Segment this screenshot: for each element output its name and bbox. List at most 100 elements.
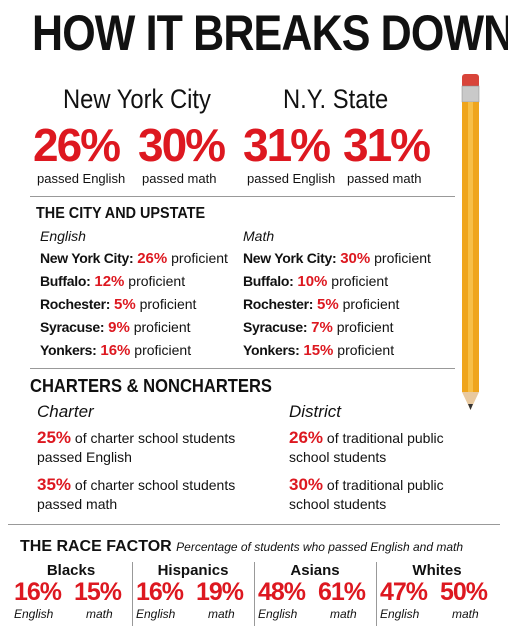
race-subtitle: Percentage of students who passed Englis…	[176, 540, 464, 554]
suffix: proficient	[374, 250, 431, 266]
caption: passed English	[247, 171, 336, 186]
row: Yonkers: 15% proficient	[243, 342, 394, 359]
percent: 16%	[136, 578, 184, 606]
percent: 15%	[303, 342, 334, 359]
percent: 30%	[340, 250, 371, 267]
group-name: Blacks	[46, 562, 96, 579]
place: Rochester:	[40, 296, 111, 312]
pencil-wood	[462, 392, 479, 410]
section-heading: CHARTERS & NONCHARTERS	[30, 376, 272, 396]
ferrule	[461, 85, 480, 103]
suffix: proficient	[331, 273, 389, 289]
percent: 16%	[14, 578, 62, 606]
caption: passed math	[142, 171, 217, 186]
place: Syracuse:	[243, 319, 308, 335]
place: Buffalo:	[40, 273, 91, 289]
subject: English	[40, 228, 86, 244]
pencil	[461, 74, 480, 410]
percent: 5%	[114, 296, 136, 313]
divider	[132, 562, 133, 626]
percent: 19%	[196, 578, 244, 606]
percent: 12%	[94, 273, 125, 290]
label: math	[330, 607, 357, 621]
item: 30% of traditional public school student…	[289, 475, 459, 514]
big-percent: 31%	[343, 119, 431, 171]
column-label: Charter	[37, 402, 94, 421]
label: math	[86, 607, 113, 621]
divider	[254, 562, 255, 626]
item-text: of traditional public school students	[289, 477, 444, 512]
label: math	[452, 607, 479, 621]
place: New York City:	[243, 250, 337, 266]
title: HOW IT BREAKS DOWN	[32, 5, 508, 61]
column-label: District	[289, 402, 341, 421]
group-name: Whites	[412, 562, 462, 579]
percent: 26%	[289, 428, 324, 447]
row: Rochester: 5% proficient	[243, 296, 399, 313]
suffix: proficient	[337, 342, 395, 358]
percent: 30%	[289, 475, 324, 494]
percent: 61%	[318, 578, 366, 606]
item-text: of charter school students passed math	[37, 477, 236, 512]
place: Yonkers:	[40, 342, 97, 358]
label: English	[258, 607, 298, 621]
percent: 7%	[311, 319, 333, 336]
group-name: N.Y. State	[283, 84, 389, 114]
place: Yonkers:	[243, 342, 300, 358]
item: 26% of traditional public school student…	[289, 428, 459, 467]
label: English	[136, 607, 176, 621]
pencil-stripe	[468, 102, 473, 392]
percent: 48%	[258, 578, 306, 606]
place: Buffalo:	[243, 273, 294, 289]
percent: 47%	[380, 578, 428, 606]
row: New York City: 30% proficient	[243, 250, 431, 267]
suffix: proficient	[139, 296, 197, 312]
suffix: proficient	[133, 319, 191, 335]
percent: 5%	[317, 296, 339, 313]
big-percent: 31%	[243, 119, 331, 171]
percent: 15%	[74, 578, 122, 606]
divider	[30, 196, 455, 197]
place: Syracuse:	[40, 319, 105, 335]
big-percent: 26%	[33, 119, 121, 171]
group-name: Hispanics	[157, 562, 229, 579]
percent: 16%	[100, 342, 131, 359]
percent: 50%	[440, 578, 488, 606]
percent: 35%	[37, 475, 72, 494]
percent: 9%	[108, 319, 130, 336]
suffix: proficient	[171, 250, 228, 266]
place: Rochester:	[243, 296, 314, 312]
row: Buffalo: 10% proficient	[243, 273, 388, 290]
suffix: proficient	[336, 319, 394, 335]
suffix: proficient	[342, 296, 400, 312]
divider	[8, 524, 500, 525]
group-name: Asians	[290, 562, 340, 579]
row: Yonkers: 16% proficient	[40, 342, 191, 359]
item: 25% of charter school students passed En…	[37, 428, 252, 467]
section-heading: THE CITY AND UPSTATE	[36, 205, 206, 222]
row: New York City: 26% proficient	[40, 250, 228, 267]
label: math	[208, 607, 235, 621]
eraser	[462, 74, 479, 88]
divider	[376, 562, 377, 626]
row: Buffalo: 12% proficient	[40, 273, 185, 290]
label: English	[380, 607, 420, 621]
item: 35% of charter school students passed ma…	[37, 475, 252, 514]
caption: passed math	[347, 171, 422, 186]
item-text: of charter school students passed Englis…	[37, 430, 236, 465]
row: Rochester: 5% proficient	[40, 296, 196, 313]
divider	[30, 368, 455, 369]
section-heading: THE RACE FACTOR Percentage of students w…	[20, 538, 463, 556]
big-percent: 30%	[138, 119, 226, 171]
subject: Math	[243, 228, 275, 244]
item-text: of traditional public school students	[289, 430, 444, 465]
row: Syracuse: 9% proficient	[40, 319, 191, 336]
group-name: New York City	[63, 84, 211, 114]
suffix: proficient	[128, 273, 186, 289]
percent: 25%	[37, 428, 72, 447]
caption: passed English	[37, 171, 126, 186]
percent: 26%	[137, 250, 168, 267]
percent: 10%	[297, 273, 328, 290]
suffix: proficient	[134, 342, 192, 358]
